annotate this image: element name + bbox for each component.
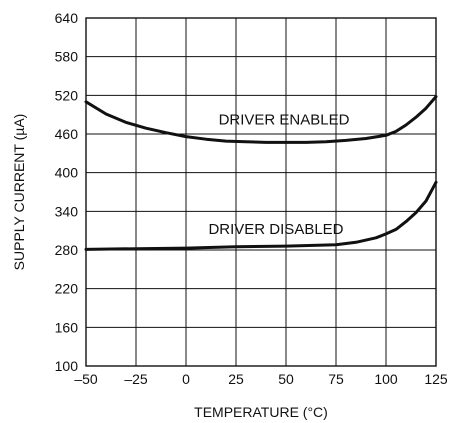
series-annotation: DRIVER ENABLED <box>219 111 350 128</box>
y-tick-labels: 100 160 220 280 340 400 460 520 580 640 <box>55 10 79 374</box>
y-axis-title: SUPPLY CURRENT (µA) <box>11 114 27 271</box>
y-tick-label: 460 <box>55 126 79 142</box>
x-axis-title: TEMPERATURE (°C) <box>194 404 328 420</box>
x-tick-label: –50 <box>74 371 98 387</box>
y-tick-label: 160 <box>55 319 79 335</box>
y-tick-label: 580 <box>55 49 79 65</box>
y-tick-label: 100 <box>55 358 79 374</box>
grid <box>85 17 437 367</box>
series-line-driver-enabled <box>84 95 438 144</box>
y-tick-label: 220 <box>55 281 79 297</box>
y-tick-label: 400 <box>55 165 79 181</box>
series-layer <box>84 95 438 251</box>
x-tick-label: 25 <box>228 371 244 387</box>
plot-frame <box>85 17 437 367</box>
x-tick-label: 75 <box>328 371 344 387</box>
y-tick-label: 280 <box>55 242 79 258</box>
x-tick-label: 0 <box>182 371 190 387</box>
x-tick-label: –25 <box>124 371 148 387</box>
y-tick-label: 340 <box>55 203 79 219</box>
x-tick-label: 50 <box>278 371 294 387</box>
annotation-layer: DRIVER ENABLED DRIVER DISABLED <box>208 111 349 238</box>
y-tick-label: 520 <box>55 87 79 103</box>
series-line-driver-disabled <box>84 180 438 251</box>
series-annotation: DRIVER DISABLED <box>208 221 343 238</box>
x-tick-label: 125 <box>424 371 448 387</box>
y-tick-label: 640 <box>55 10 79 26</box>
x-tick-label: 100 <box>374 371 398 387</box>
x-tick-labels: –50 –25 0 25 50 75 100 125 <box>74 371 448 387</box>
